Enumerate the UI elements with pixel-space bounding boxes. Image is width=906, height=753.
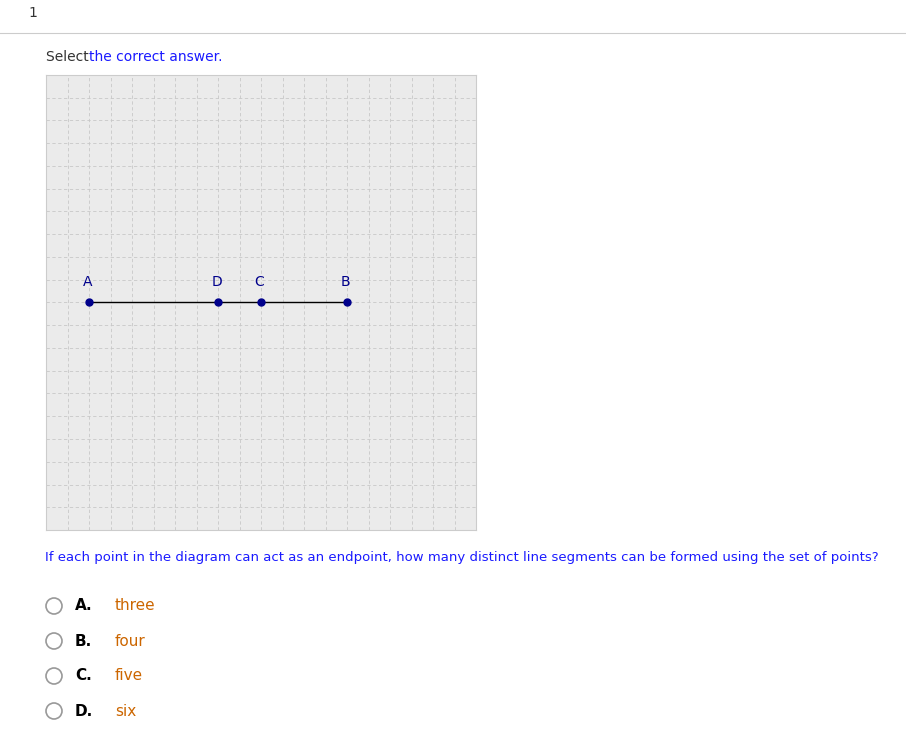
Text: six: six [115,703,136,718]
Text: four: four [115,633,146,648]
Text: B.: B. [75,633,92,648]
Text: Select: Select [46,50,93,64]
Text: If each point in the diagram can act as an endpoint, how many distinct line segm: If each point in the diagram can act as … [45,551,879,565]
Text: 1: 1 [28,6,37,20]
Text: five: five [115,669,143,684]
Text: B: B [341,275,351,289]
Text: A.: A. [75,599,92,614]
Text: D: D [211,275,222,289]
Text: the correct answer.: the correct answer. [89,50,223,64]
Text: C.: C. [75,669,92,684]
Text: three: three [115,599,156,614]
Text: A: A [82,275,92,289]
Text: C: C [255,275,265,289]
Text: D.: D. [75,703,93,718]
